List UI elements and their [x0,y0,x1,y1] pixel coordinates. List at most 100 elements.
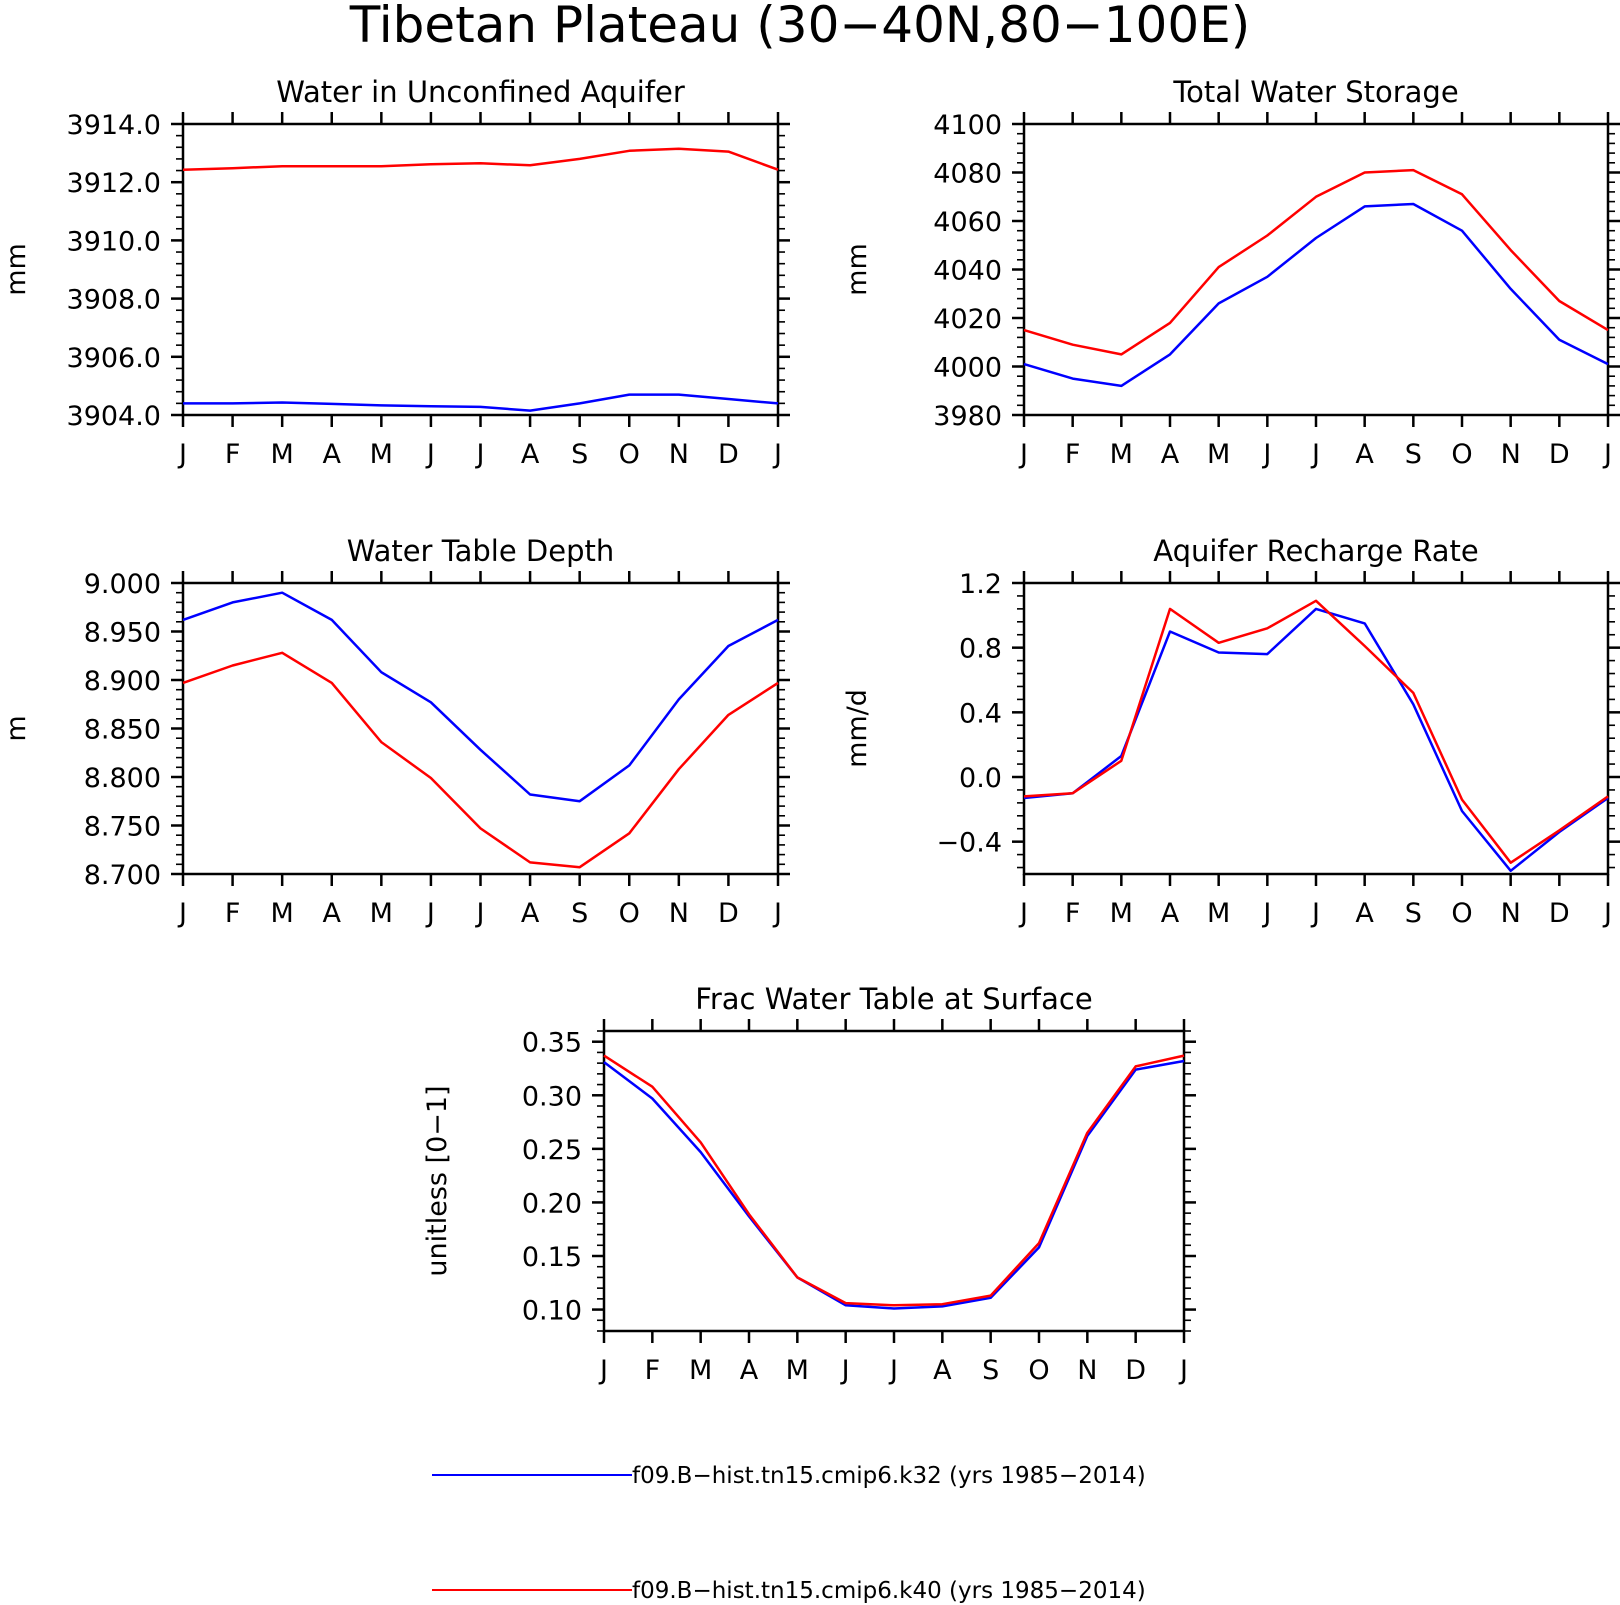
x-tick-label: N [669,898,689,929]
y-axis-label: m [1,715,32,741]
y-tick-label: −0.4 [936,828,1002,859]
x-tick-label: M [271,898,294,929]
plot-frame [181,581,780,876]
y-tick-label: 4020 [933,304,1002,335]
x-tick-label: O [619,439,640,470]
y-tick-label: 3908.0 [67,285,161,316]
y-tick-label: 4060 [933,207,1002,238]
x-tick-label: O [1451,898,1472,929]
figure-title: Tibetan Plateau (30−40N,80−100E) [349,0,1251,54]
x-tick-label: N [669,439,689,470]
legend-label-1: f09.B−hist.tn15.cmip6.k32 (yrs 1985−2014… [632,1463,1146,1489]
y-tick-label: 4000 [933,353,1002,384]
panel-title: Water Table Depth [347,534,615,568]
y-tick-label: 1.2 [959,569,1002,600]
x-tick-label: A [1161,898,1180,929]
y-tick-label: 0.0 [959,763,1002,794]
x-tick-label: O [619,898,640,929]
plot-frame [1022,581,1610,876]
x-tick-label: J [177,898,187,929]
x-tick-label: A [933,1355,952,1386]
x-tick-label: O [1451,439,1472,470]
x-tick-label: J [772,898,782,929]
x-tick-label: J [1310,439,1320,470]
x-tick-label: J [1261,898,1271,929]
y-tick-label: 0.8 [959,634,1002,665]
x-tick-label: M [786,1355,809,1386]
x-tick-label: F [645,1355,661,1386]
panel-title: Water in Unconfined Aquifer [276,75,685,109]
panel-title: Total Water Storage [1172,75,1458,109]
y-tick-label: 0.4 [959,698,1002,729]
y-axis-label: unitless [0−1] [422,1085,453,1276]
x-tick-label: A [1355,439,1374,470]
series-line-k32 [603,1059,1185,1310]
series-line-k40 [1023,168,1609,356]
x-tick-label: N [1501,898,1521,929]
y-tick-label: 3910.0 [67,226,161,257]
y-tick-label: 8.700 [84,860,161,891]
y-tick-label: 3980 [933,401,1002,432]
x-tick-label: S [1405,898,1422,929]
x-tick-label: D [1549,898,1570,929]
panel-title: Frac Water Table at Surface [695,982,1092,1016]
x-tick-label: A [521,439,540,470]
x-tick-label: M [689,1355,712,1386]
y-tick-label: 8.900 [84,666,161,697]
y-axis-label: mm/d [842,689,873,768]
x-tick-label: A [1355,898,1374,929]
legend-label-2: f09.B−hist.tn15.cmip6.k40 (yrs 1985−2014… [632,1578,1146,1604]
y-tick-label: 0.15 [522,1242,582,1273]
x-tick-label: D [1549,439,1570,470]
series-line-k32 [182,591,779,803]
x-tick-label: M [370,898,393,929]
x-tick-label: F [1065,898,1081,929]
x-tick-label: D [718,439,739,470]
x-tick-label: J [475,439,485,470]
y-tick-label: 8.950 [84,618,161,649]
x-tick-label: M [370,439,393,470]
plot-frame [602,1029,1186,1333]
x-tick-label: J [475,898,485,929]
x-tick-label: A [323,439,342,470]
y-tick-label: 3904.0 [67,401,161,432]
x-tick-label: J [840,1355,850,1386]
y-tick-label: 8.800 [84,763,161,794]
y-tick-label: 0.10 [522,1296,582,1327]
x-tick-label: A [1161,439,1180,470]
x-tick-label: M [1207,898,1230,929]
y-tick-label: 8.750 [84,812,161,843]
series-line-k40 [603,1054,1185,1307]
y-tick-label: 3906.0 [67,343,161,374]
x-tick-label: N [1501,439,1521,470]
x-tick-label: S [982,1355,999,1386]
y-tick-label: 4080 [933,159,1002,190]
y-axis-label: mm [1,243,32,296]
y-tick-label: 3914.0 [67,110,161,141]
series-line-k32 [183,393,779,412]
x-tick-label: J [772,439,782,470]
x-tick-label: M [1110,898,1133,929]
x-tick-label: J [1261,439,1271,470]
series-line-k40 [182,651,779,869]
x-tick-label: F [225,898,241,929]
y-axis-label: mm [842,243,873,296]
x-tick-label: S [1405,439,1422,470]
x-tick-label: S [571,439,588,470]
x-tick-label: F [1065,439,1081,470]
x-tick-label: M [271,439,294,470]
y-tick-label: 0.35 [522,1028,582,1059]
y-tick-label: 4100 [933,110,1002,141]
x-tick-label: N [1077,1355,1097,1386]
x-tick-label: J [425,898,435,929]
y-tick-label: 9.000 [84,569,161,600]
plot-frame [1022,122,1610,417]
series-line-k40 [1023,599,1609,864]
series-line-k32 [1023,607,1609,873]
